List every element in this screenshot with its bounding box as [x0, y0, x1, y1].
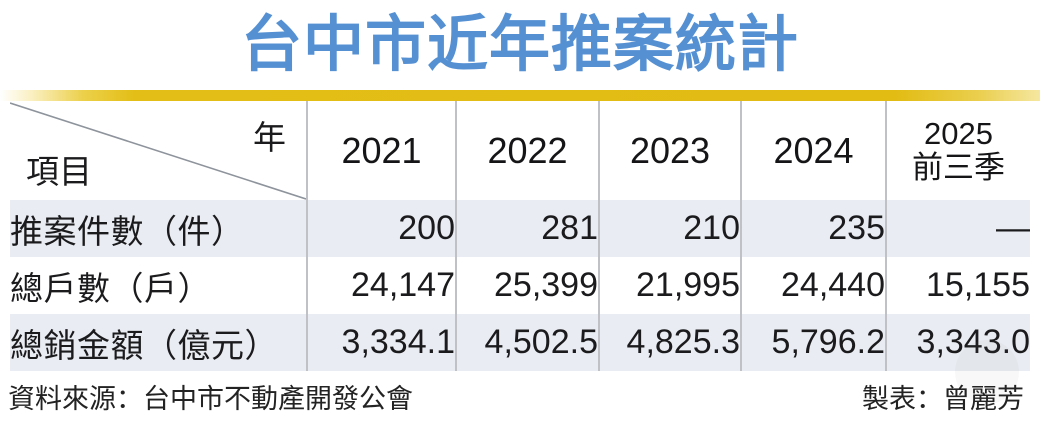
- year-label: 2021: [341, 129, 422, 171]
- year-label: 2024: [773, 129, 854, 171]
- value-cell: 3,334.1: [306, 314, 456, 371]
- row-label-cell: 總銷金額（億元）: [10, 326, 278, 364]
- year-label: 2022: [487, 129, 568, 171]
- stats-table: 年 項目 2021 2022 2023 2024 2025 前三季 推案件數（件）…: [10, 101, 1030, 371]
- value-cell: 281: [455, 200, 599, 257]
- table-row: 總戶數（戶） 24,147 25,399 21,995 24,440 15,15…: [10, 257, 1030, 314]
- value-cell: 24,147: [306, 257, 456, 314]
- diagonal-divider-line: [10, 102, 306, 200]
- year-header: 2021: [306, 101, 456, 200]
- table-row: 推案件數（件） 200 281 210 235 —: [10, 200, 1030, 257]
- credit-note: 製表：曾麗芳: [862, 384, 1024, 414]
- value-cell: —: [885, 200, 1030, 257]
- value-cell: 24,440: [740, 257, 886, 314]
- corner-year-label: 年: [253, 119, 286, 156]
- footer: 資料來源：台中市不動產開發公會 製表：曾麗芳: [8, 377, 1024, 416]
- value-cell: 210: [598, 200, 741, 257]
- year-header: 2023: [598, 101, 741, 200]
- corner-item-label: 項目: [26, 153, 92, 190]
- source-note: 資料來源：台中市不動產開發公會: [8, 384, 413, 414]
- corner-header-cell: 年 項目: [10, 101, 307, 200]
- value-cell: 200: [306, 200, 456, 257]
- value-cell: 15,155: [885, 257, 1030, 314]
- value-cell: 235: [740, 200, 886, 257]
- year-header: 2022: [455, 101, 599, 200]
- page-title: 台中市近年推案統計: [240, 10, 799, 78]
- value-cell: 4,825.3: [598, 314, 741, 371]
- row-label-cell: 總戶數（戶）: [10, 269, 211, 307]
- year-label: 2025: [924, 116, 993, 152]
- table-row: 總銷金額（億元） 3,334.1 4,502.5 4,825.3 5,796.2…: [10, 314, 1030, 371]
- year-sublabel: 前三季: [912, 149, 1005, 185]
- value-cell: 3,343.0: [885, 314, 1030, 371]
- table-header-row: 年 項目 2021 2022 2023 2024 2025 前三季: [10, 101, 1030, 200]
- value-cell: 5,796.2: [740, 314, 886, 371]
- year-label: 2023: [629, 129, 711, 171]
- year-header: 2025 前三季: [885, 101, 1030, 200]
- value-cell: 4,502.5: [455, 314, 599, 371]
- value-cell: 21,995: [598, 257, 741, 314]
- row-label-cell: 推案件數（件）: [10, 212, 245, 250]
- title-divider-bar: [0, 90, 1040, 101]
- value-cell: 25,399: [455, 257, 599, 314]
- year-header: 2024: [740, 101, 886, 200]
- faint-watermark-circle: [955, 340, 1019, 404]
